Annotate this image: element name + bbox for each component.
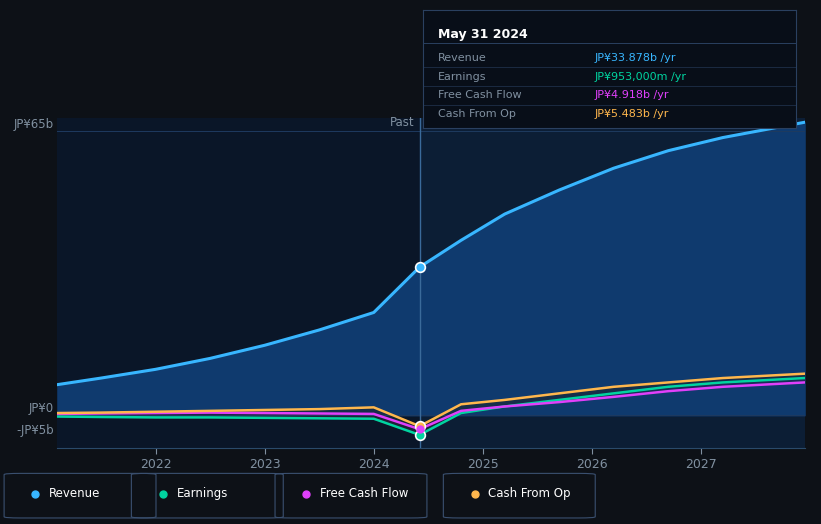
Text: Past: Past (389, 116, 414, 129)
Text: JP¥953,000m /yr: JP¥953,000m /yr (594, 71, 686, 82)
Text: Cash From Op: Cash From Op (488, 487, 571, 500)
Text: -JP¥5b: -JP¥5b (16, 424, 53, 437)
Text: JP¥65b: JP¥65b (14, 118, 53, 131)
Text: JP¥33.878b /yr: JP¥33.878b /yr (594, 52, 677, 63)
Bar (420, 118, 805, 448)
Text: JP¥4.918b /yr: JP¥4.918b /yr (594, 90, 669, 101)
Text: Analysts Forecasts: Analysts Forecasts (425, 116, 535, 129)
Text: JP¥5.483b /yr: JP¥5.483b /yr (594, 109, 669, 119)
Text: Revenue: Revenue (438, 52, 487, 63)
Text: JP¥0: JP¥0 (29, 402, 53, 415)
Text: Earnings: Earnings (438, 71, 486, 82)
Text: May 31 2024: May 31 2024 (438, 28, 528, 41)
Text: Cash From Op: Cash From Op (438, 109, 516, 119)
Text: Free Cash Flow: Free Cash Flow (320, 487, 409, 500)
Text: Free Cash Flow: Free Cash Flow (438, 90, 521, 101)
Text: Earnings: Earnings (177, 487, 228, 500)
Text: Revenue: Revenue (49, 487, 101, 500)
